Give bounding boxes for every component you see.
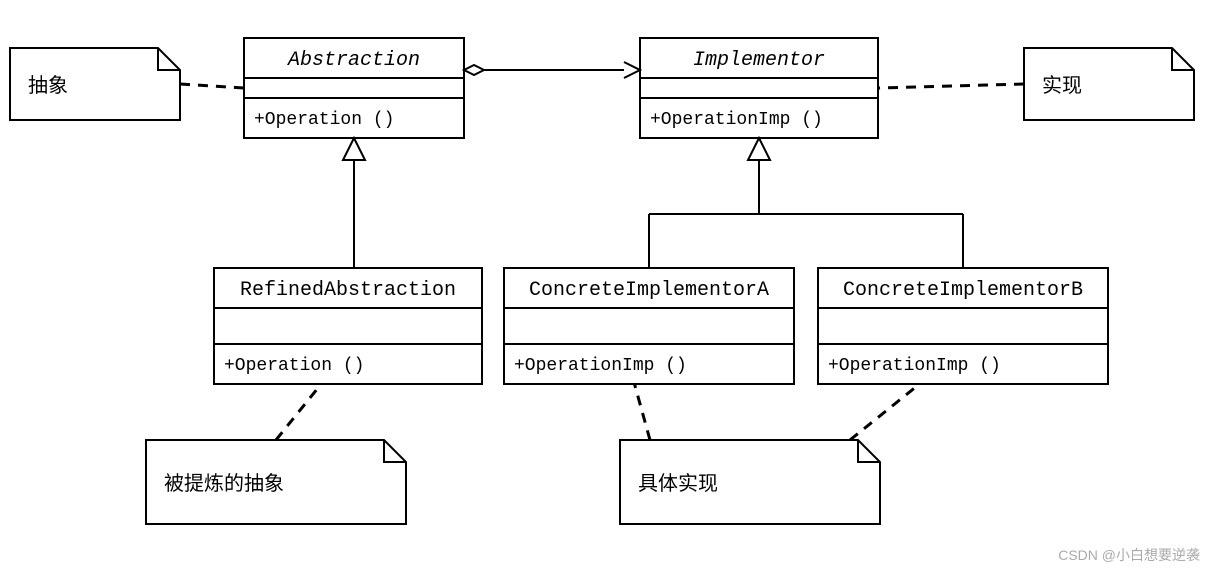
note-text: 被提炼的抽象 bbox=[164, 472, 284, 495]
class-name: Implementor bbox=[693, 49, 825, 72]
note-anchor-refined bbox=[276, 384, 321, 440]
generalization-arrow-abstraction bbox=[343, 138, 365, 160]
class-name: ConcreteImplementorB bbox=[843, 279, 1083, 302]
note-text: 具体实现 bbox=[638, 472, 718, 495]
note-note_concrete: 具体实现 bbox=[620, 440, 880, 524]
class-name: ConcreteImplementorA bbox=[529, 279, 769, 302]
generalization-arrow-implementor bbox=[748, 138, 770, 160]
class-operation: +Operation () bbox=[224, 356, 364, 376]
class-abstraction: Abstraction +Operation () bbox=[244, 38, 464, 138]
aggregation-arrowhead bbox=[624, 62, 640, 78]
note-anchor-concB bbox=[850, 384, 920, 440]
note-text: 实现 bbox=[1042, 74, 1082, 97]
note-anchor-impl bbox=[878, 84, 1024, 88]
class-operation: +OperationImp () bbox=[650, 110, 823, 130]
note-note_refined: 被提炼的抽象 bbox=[146, 440, 406, 524]
class-concA: ConcreteImplementorA +OperationImp () bbox=[504, 268, 794, 384]
note-text: 抽象 bbox=[28, 74, 68, 97]
note-note_impl: 实现 bbox=[1024, 48, 1194, 120]
class-name: RefinedAbstraction bbox=[240, 279, 456, 302]
note-anchor-concA bbox=[635, 384, 651, 440]
aggregation-diamond bbox=[464, 65, 484, 75]
class-implementor: Implementor +OperationImp () bbox=[640, 38, 878, 138]
note-anchor-abstract bbox=[180, 84, 244, 88]
class-concB: ConcreteImplementorB +OperationImp () bbox=[818, 268, 1108, 384]
note-note_abstract: 抽象 bbox=[10, 48, 180, 120]
class-refined: RefinedAbstraction +Operation () bbox=[214, 268, 482, 384]
class-operation: +OperationImp () bbox=[828, 356, 1001, 376]
class-operation: +OperationImp () bbox=[514, 356, 687, 376]
watermark-text: CSDN @小白想要逆袭 bbox=[1058, 547, 1200, 563]
class-operation: +Operation () bbox=[254, 110, 394, 130]
class-name: Abstraction bbox=[286, 49, 420, 72]
